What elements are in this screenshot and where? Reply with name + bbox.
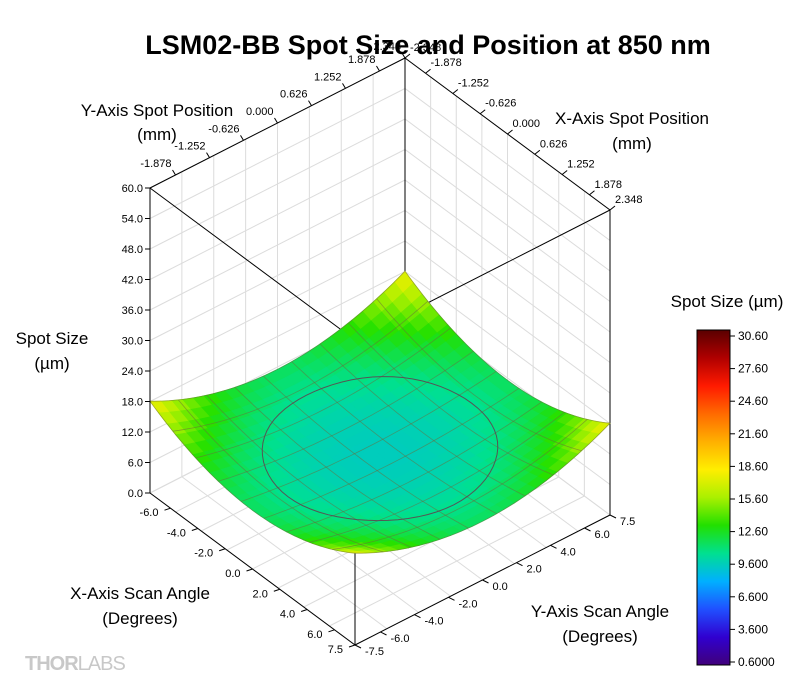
x-scan-axis-title-line2: (Degrees) (102, 609, 178, 628)
y-position-tick-label: 0.000 (246, 106, 274, 118)
y-position-axis-title-line1: Y-Axis Spot Position (81, 101, 233, 120)
z-tick-label: 24.0 (122, 366, 143, 378)
x-scan-tick-label: -2.0 (194, 548, 213, 560)
x-position-axis-title-line1: X-Axis Spot Position (555, 109, 709, 128)
x-position-tick-label: -1.878 (431, 57, 462, 69)
y-scan-tick-label: 2.0 (527, 564, 542, 576)
x-position-tick-label: -1.252 (458, 77, 489, 89)
spot-size-surface (149, 270, 611, 554)
x-position-tick-label: -0.626 (485, 98, 516, 110)
z-tick-label: 12.0 (122, 427, 143, 439)
colorbar-tick-label: 12.60 (738, 525, 768, 539)
x-scan-axis-title-line1: X-Axis Scan Angle (70, 584, 210, 603)
y-scan-tick-label: -4.0 (425, 616, 444, 628)
y-position-tick-label: 2.348 (373, 41, 401, 53)
colorbar-title: Spot Size (µm) (671, 292, 784, 311)
colorbar-tick-label: 21.60 (738, 427, 768, 441)
z-tick-label: 60.0 (122, 183, 143, 195)
y-scan-tick-label: 6.0 (595, 529, 610, 541)
y-position-axis-ticks: -1.878-1.252-0.626 0.000 0.626 1.252 1.8782.… (140, 41, 406, 176)
y-scan-tick-label: -6.0 (391, 633, 410, 645)
colorbar-tick-label: 0.6000 (738, 655, 775, 669)
colorbar (696, 329, 731, 666)
colorbar-tick-label: 3.600 (738, 622, 768, 636)
y-scan-tick-label: 0.0 (493, 581, 508, 593)
y-position-tick-label: 0.626 (280, 89, 308, 101)
colorbar-tick-label: 9.600 (738, 557, 768, 571)
colorbar-tick-label: 15.60 (738, 492, 768, 506)
z-tick-label: 54.0 (122, 214, 143, 226)
x-position-tick-label: 0.000 (513, 118, 541, 130)
x-scan-tick-label: -6.0 (140, 507, 159, 519)
x-position-tick-label: 2.348 (615, 194, 643, 206)
thorlabs-logo: THORLABS (25, 653, 126, 675)
x-scan-tick-label: -4.0 (167, 527, 186, 539)
z-tick-label: 6.0 (128, 458, 143, 470)
chart-title: LSM02-BB Spot Size and Position at 850 n… (145, 30, 711, 60)
z-tick-label: 48.0 (122, 244, 143, 256)
x-position-axis-title-line2: (mm) (612, 134, 652, 153)
surface-contour (261, 376, 499, 522)
x-scan-tick-label: 7.5 (328, 644, 343, 656)
x-position-tick-label: 0.626 (540, 138, 568, 150)
y-position-tick-label: -1.878 (140, 158, 171, 170)
x-position-tick-label: -2.348 (410, 42, 441, 54)
z-axis-title-line2: (µm) (34, 354, 69, 373)
y-position-tick-label: 1.878 (348, 54, 376, 66)
colorbar-tick-label: 30.60 (738, 329, 768, 343)
x-position-tick-label: 1.252 (567, 159, 595, 171)
x-scan-tick-label: 4.0 (280, 609, 295, 621)
x-position-tick-label: 1.878 (594, 179, 622, 191)
y-position-tick-label: 1.252 (314, 71, 342, 83)
y-scan-axis-title-line2: (Degrees) (562, 627, 638, 646)
y-scan-axis-ticks: -7.5 -6.0 -4.0 -2.0 0.0 2.0 4.0 6.0 7.5 (354, 514, 635, 658)
x-scan-tick-label: 6.0 (307, 629, 322, 641)
logo-thor: THOR (25, 653, 79, 675)
colorbar-tick-label: 6.600 (738, 590, 768, 604)
logo-labs: LABS (78, 653, 126, 675)
surface-mesh (149, 270, 611, 554)
y-scan-axis-title-line1: Y-Axis Scan Angle (531, 602, 669, 621)
x-position-axis-ticks: -2.348 -1.878 -1.252 -0.626 0.000 0.626 1.252 1… (404, 42, 643, 211)
x-scan-tick-label: 0.0 (225, 568, 240, 580)
x-scan-tick-label: 2.0 (253, 588, 268, 600)
z-tick-label: 42.0 (122, 275, 143, 287)
y-scan-tick-label: 4.0 (561, 546, 576, 558)
y-scan-tick-label: -7.5 (365, 646, 384, 658)
z-tick-label: 36.0 (122, 305, 143, 317)
svg-text:THORLABS: THORLABS (25, 653, 125, 675)
colorbar-tick-label: 24.60 (738, 394, 768, 408)
z-tick-label: 18.0 (122, 397, 143, 409)
y-position-axis-title-line2: (mm) (137, 125, 177, 144)
z-tick-label: 0.0 (128, 488, 143, 500)
z-axis-title-line1: Spot Size (16, 329, 89, 348)
y-scan-tick-label: 7.5 (620, 516, 635, 528)
y-position-tick-label: -0.626 (208, 123, 239, 135)
colorbar-tick-label: 27.60 (738, 362, 768, 376)
colorbar-ticks: 30.60 27.60 24.60 21.60 18.60 15.60 12.60 9.600… (730, 329, 775, 669)
y-position-tick-label: -1.252 (174, 141, 205, 153)
colorbar-tick-label: 18.60 (738, 459, 768, 473)
y-scan-tick-label: -2.0 (459, 598, 478, 610)
z-axis-ticks: 0.0 6.0 12.0 18.0 24.0 30.0 36.0 42.0 48.0 54.0 60… (122, 183, 150, 500)
x-scan-axis-ticks: -6.0 -4.0 -2.0 0.0 2.0 4.0 6.0 7.5 (140, 507, 356, 656)
z-tick-label: 30.0 (122, 336, 143, 348)
